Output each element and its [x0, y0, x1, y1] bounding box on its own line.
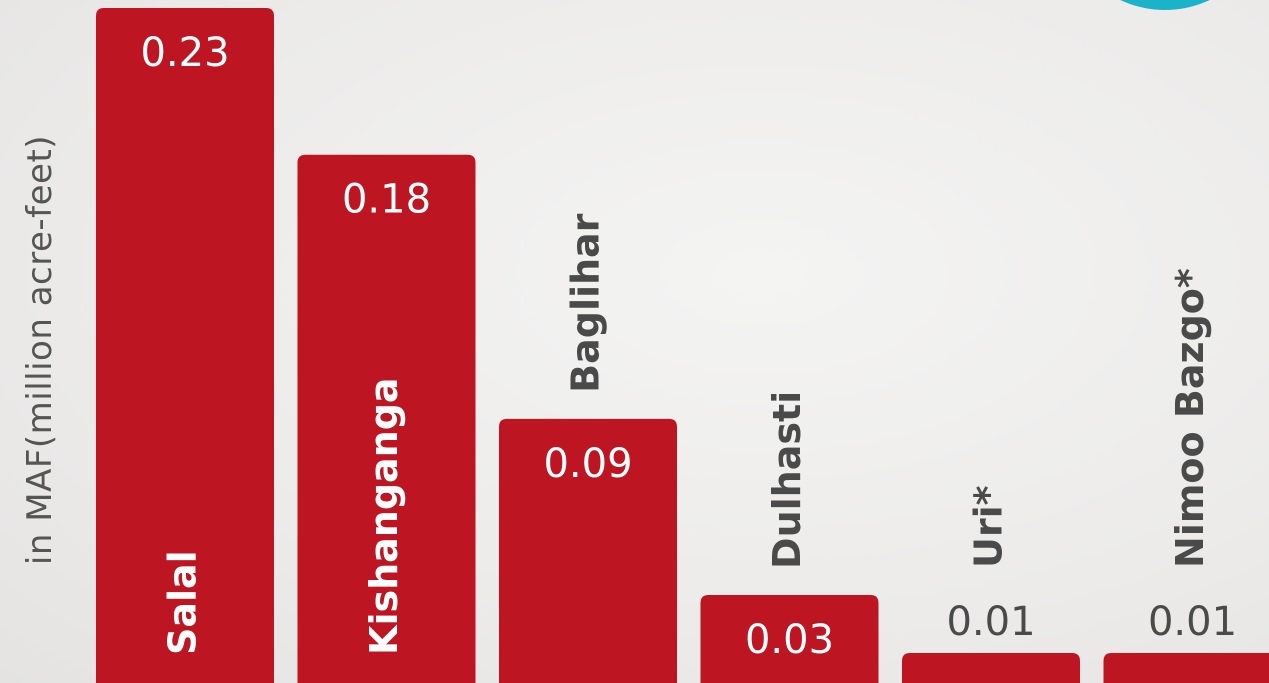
category-label-5: Nimoo Bazgo*: [1168, 268, 1212, 568]
category-label-0: Salal: [161, 550, 205, 655]
bar-0: [96, 8, 274, 683]
bar-4: [902, 653, 1080, 683]
category-label-4: Uri*: [967, 485, 1011, 568]
value-label-4: 0.01: [946, 599, 1035, 645]
category-label-1: Kishanganga: [362, 377, 406, 655]
decorative-circle: [1060, 0, 1269, 10]
bar-5: [1103, 653, 1269, 683]
bar-2: [499, 418, 677, 683]
bar-3: [700, 594, 879, 683]
category-label-2: Baglihar: [564, 213, 608, 393]
value-label-5: 0.01: [1148, 599, 1237, 645]
value-label-3: 0.03: [745, 617, 834, 663]
value-label-1: 0.18: [342, 177, 431, 223]
value-label-0: 0.23: [140, 30, 229, 76]
bar-1: [297, 154, 476, 683]
category-label-3: Dulhasti: [765, 391, 809, 569]
value-label-2: 0.09: [543, 441, 632, 487]
